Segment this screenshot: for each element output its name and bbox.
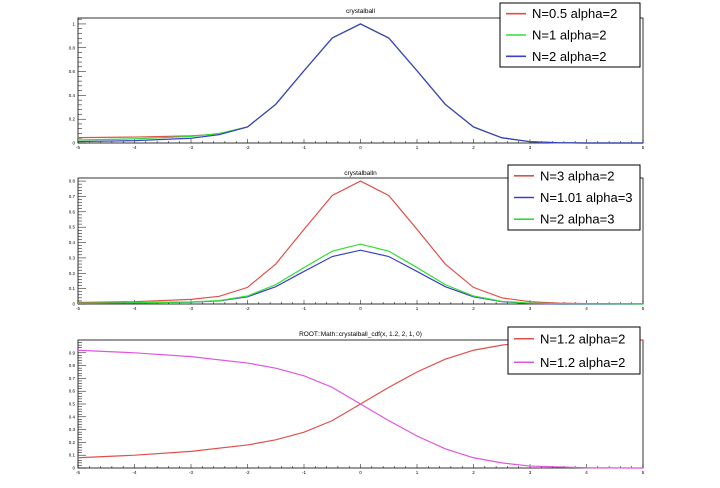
y-tick-label: 0.1: [69, 286, 76, 291]
x-tick-label: 3: [529, 470, 532, 475]
y-tick-label: 0.8: [69, 45, 76, 50]
y-tick-label: 0.2: [69, 440, 76, 445]
x-tick-label: 0: [359, 145, 362, 150]
series-line-2: [77, 349, 644, 469]
y-tick-label: 0.7: [69, 194, 76, 199]
x-tick-label: 4: [585, 470, 588, 475]
y-tick-label: 0.2: [69, 117, 76, 122]
series-line-3: [77, 23, 643, 144]
chart-title: crystalballn: [344, 170, 377, 177]
x-tick-label: 4: [585, 306, 588, 311]
x-tick-label: 5: [642, 470, 645, 475]
y-tick-label: 0.3: [69, 427, 76, 432]
legend-entry: N=0.5 alpha=2: [532, 6, 617, 21]
x-tick-label: -4: [132, 145, 136, 150]
y-tick-label: 0.6: [69, 209, 76, 214]
legend-entry: N=2 alpha=2: [532, 49, 606, 64]
x-tick-label: -4: [132, 306, 136, 311]
y-tick-label: 0.2: [69, 271, 76, 276]
y-tick-label: 0: [72, 141, 75, 146]
x-tick-label: -2: [245, 470, 249, 475]
legend-entry: N=2 alpha=3: [540, 212, 614, 227]
x-tick-label: -5: [76, 145, 80, 150]
series-line-1: [77, 180, 644, 305]
x-tick-label: -5: [76, 306, 80, 311]
legend-entry: N=1 alpha=2: [532, 28, 606, 43]
chart-title: crystalball: [346, 8, 375, 15]
x-tick-label: -5: [76, 470, 80, 475]
legend: N=1.2 alpha=2 N=1.2 alpha=2: [507, 326, 641, 375]
y-tick-label: 0.5: [69, 402, 76, 407]
y-tick-label: 0: [72, 302, 75, 307]
y-tick-label: 0.5: [69, 225, 76, 230]
y-tick-label: 0.4: [69, 240, 76, 245]
x-tick-label: 2: [472, 470, 475, 475]
x-tick-label: 1: [416, 470, 419, 475]
y-tick-label: 0.4: [69, 93, 76, 98]
legend-entry: N=1.01 alpha=3: [540, 190, 633, 205]
x-tick-label: -1: [302, 145, 306, 150]
y-tick-label: 0.6: [69, 69, 76, 74]
chart-panel-2: crystalballn -5 -4 -3 -2 -1 0 1 2 3 4 5 0 0.1 0.2 0.3 0.…: [69, 164, 645, 311]
y-tick-label: 0.3: [69, 255, 76, 260]
y-tick-label: 1: [72, 21, 75, 26]
y-tick-label: 0: [72, 466, 75, 471]
legend: N=3 alpha=2 N=1.01 alpha=3 N=2 alpha=3: [507, 164, 641, 231]
chart-panel-3: ROOT::Math::crystalball_cdf(x, 1.2, 2, 1…: [69, 326, 645, 475]
legend-entry: N=1.2 alpha=2: [540, 331, 625, 346]
x-tick-label: 3: [529, 306, 532, 311]
chart-title: ROOT::Math::crystalball_cdf(x, 1.2, 2, 1…: [299, 331, 422, 338]
y-tick-label: 0.8: [69, 363, 76, 368]
x-tick-label: 1: [416, 145, 419, 150]
x-tick-label: -2: [245, 306, 249, 311]
x-tick-label: 5: [642, 306, 645, 311]
y-tick-label: 0.4: [69, 414, 76, 419]
chart-panel-1: crystalball -5 -4 -3 -2 -1 0 1 2 3 4 5 0 0.2 0.4 0.6 0.8…: [69, 2, 645, 150]
legend-entry: N=3 alpha=2: [540, 168, 614, 183]
legend-box: [507, 326, 641, 375]
x-tick-label: 1: [416, 306, 419, 311]
x-tick-label: 4: [585, 145, 588, 150]
series-line-2: [77, 249, 643, 305]
legend: N=0.5 alpha=2 N=1 alpha=2 N=2 alpha=2: [499, 2, 641, 68]
x-tick-label: 5: [642, 145, 645, 150]
series-line-3: [77, 243, 644, 305]
x-tick-label: -3: [189, 470, 193, 475]
y-tick-label: 0.6: [69, 389, 76, 394]
x-tick-label: 2: [472, 145, 475, 150]
x-tick-label: 0: [359, 470, 362, 475]
x-tick-label: -2: [245, 145, 249, 150]
x-tick-label: 2: [472, 306, 475, 311]
x-tick-label: -3: [189, 306, 193, 311]
x-tick-label: 0: [359, 306, 362, 311]
x-tick-label: -4: [132, 470, 136, 475]
y-tick-label: 0.8: [69, 179, 76, 184]
x-tick-label: -1: [302, 470, 306, 475]
y-tick-label: 0.9: [69, 350, 76, 355]
x-tick-label: 3: [529, 145, 532, 150]
legend-entry: N=1.2 alpha=2: [540, 355, 625, 370]
y-tick-label: 0.7: [69, 376, 76, 381]
x-tick-label: -3: [189, 145, 193, 150]
x-tick-label: -1: [302, 306, 306, 311]
y-tick-label: 0.1: [69, 453, 76, 458]
